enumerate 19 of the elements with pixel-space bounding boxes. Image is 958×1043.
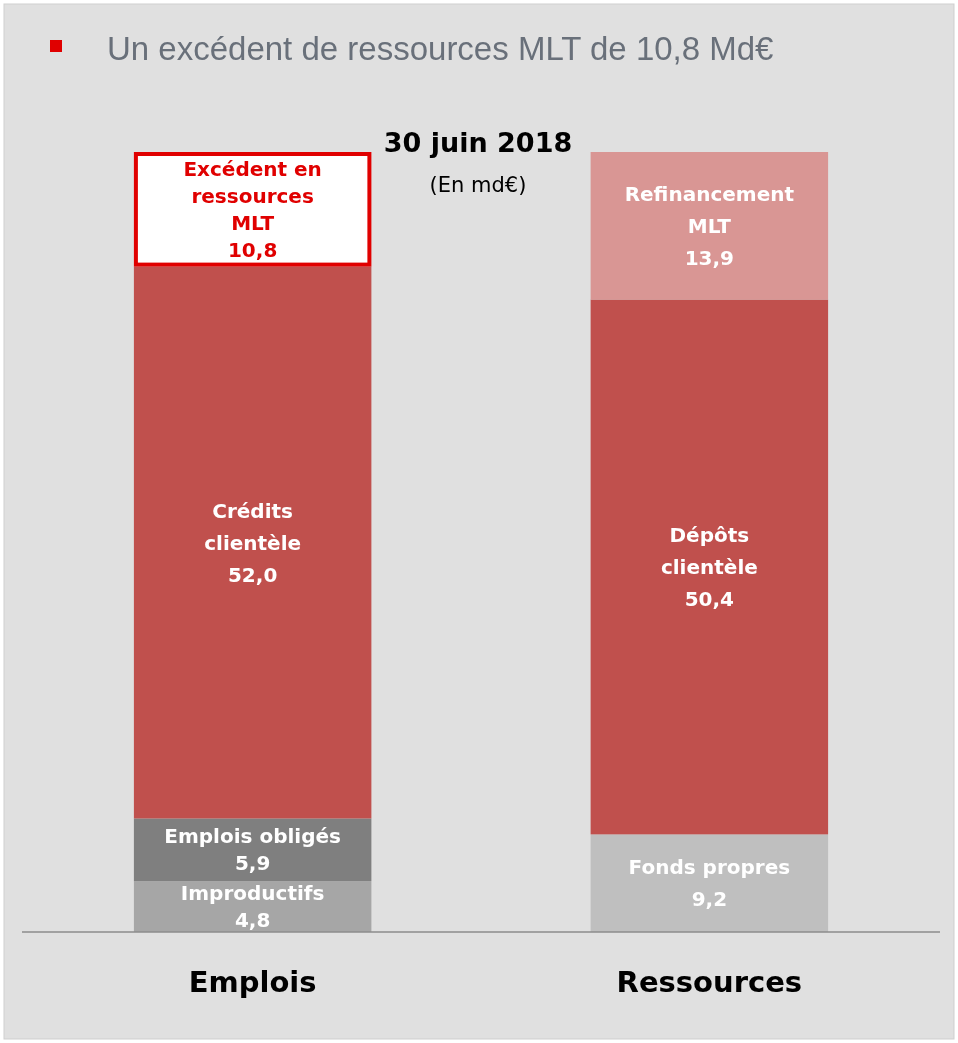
annotation: (En md€) xyxy=(429,173,527,197)
data-label: 9,2 xyxy=(691,887,728,912)
data-label: 4,8 xyxy=(234,908,271,933)
chart-title: Un excédent de ressources MLT de 10,8 Md€ xyxy=(107,30,774,67)
series-label: Excédent en ressources MLT xyxy=(183,156,322,235)
series-label: Improductifs xyxy=(180,881,325,906)
series-label: Dépôts clientèle xyxy=(660,522,758,579)
series-label: Fonds propres xyxy=(628,855,791,880)
data-label: 5,9 xyxy=(234,851,271,876)
series-label: Refinancement MLT xyxy=(624,181,795,238)
x-tick-label: Ressources xyxy=(616,965,803,999)
chart-subtitle: 30 juin 2018 xyxy=(383,127,573,158)
series-label: Crédits clientèle xyxy=(204,498,302,555)
data-label: 13,9 xyxy=(684,245,735,270)
data-label: 10,8 xyxy=(227,237,278,262)
series-label: Emplois obligés xyxy=(164,824,341,849)
data-label: 50,4 xyxy=(684,586,735,611)
x-tick-label: Emplois xyxy=(188,965,317,999)
data-label: 52,0 xyxy=(227,562,278,587)
